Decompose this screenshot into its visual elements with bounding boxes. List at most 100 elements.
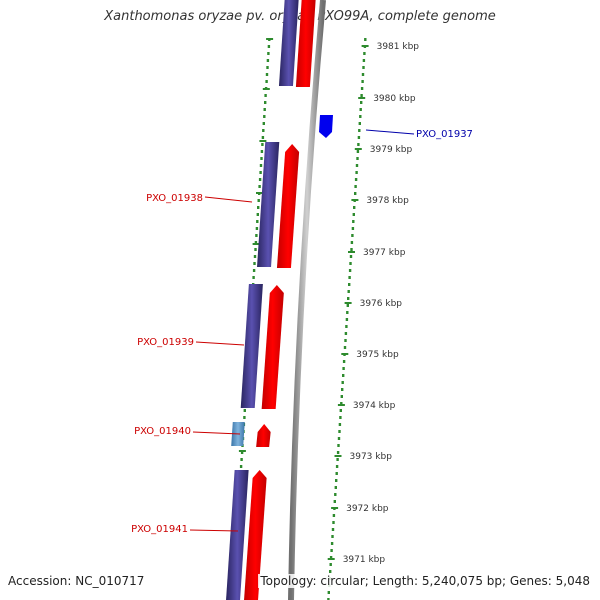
gc-dot bbox=[355, 171, 358, 174]
gene-label-connector bbox=[204, 196, 253, 203]
forward-cds-block bbox=[295, 0, 316, 87]
gc-dot bbox=[343, 346, 347, 349]
gc-dot bbox=[336, 458, 339, 461]
gene-label-connector bbox=[365, 129, 415, 135]
ruler-tick-label: 3975 kbp bbox=[356, 350, 399, 360]
ruler-tick-label: 3971 kbp bbox=[343, 555, 386, 565]
gc-dot bbox=[362, 59, 366, 62]
gc-dot bbox=[352, 213, 355, 216]
gc-dot bbox=[342, 374, 345, 377]
gene-label: PXO_01938 bbox=[146, 193, 203, 204]
ruler-tick-label: 3981 kbp bbox=[377, 42, 420, 52]
gene-label: PXO_01937 bbox=[416, 129, 473, 140]
gc-dot bbox=[354, 192, 357, 195]
gc-dot bbox=[330, 549, 333, 552]
gc-dot bbox=[260, 150, 264, 153]
gc-dot bbox=[354, 178, 358, 181]
gc-dot bbox=[360, 94, 363, 97]
gc-dash bbox=[262, 88, 270, 90]
gc-dot bbox=[327, 598, 330, 600]
gc-dot bbox=[331, 535, 334, 538]
gc-dot bbox=[356, 150, 360, 153]
gc-dot bbox=[358, 129, 361, 132]
accession-label: Accession: NC_010717 bbox=[6, 574, 147, 588]
gc-dot bbox=[358, 122, 361, 125]
forward-cds-block bbox=[276, 144, 300, 268]
ruler-tick bbox=[327, 558, 335, 560]
gc-dot bbox=[243, 409, 246, 412]
gc-dot bbox=[260, 157, 263, 160]
gc-dot bbox=[332, 521, 335, 524]
gc-dot bbox=[361, 73, 365, 76]
gc-dot bbox=[267, 45, 271, 48]
reverse-cds-block bbox=[226, 470, 249, 600]
gc-dot bbox=[355, 164, 359, 167]
gc-dot bbox=[335, 479, 338, 482]
reverse-cds-block bbox=[278, 0, 299, 86]
gc-dot bbox=[348, 276, 351, 279]
ruler-tick-label: 3976 kbp bbox=[360, 299, 403, 309]
gc-dot bbox=[335, 465, 339, 468]
gc-dot bbox=[339, 409, 342, 412]
ruler-tick bbox=[348, 251, 355, 253]
gc-dot bbox=[262, 129, 265, 132]
gc-dot bbox=[254, 248, 257, 251]
gc-dot bbox=[362, 66, 365, 69]
gc-dot bbox=[262, 122, 265, 125]
gc-dot bbox=[335, 472, 338, 475]
forward-cds-block bbox=[261, 285, 284, 409]
reverse-cds-block bbox=[240, 284, 263, 408]
gc-dot bbox=[361, 80, 364, 83]
gc-dot bbox=[350, 248, 353, 251]
gene-label-connector bbox=[192, 431, 241, 435]
gc-dot bbox=[357, 143, 360, 146]
gc-dot bbox=[337, 444, 340, 447]
gc-content-track bbox=[231, 38, 369, 600]
gc-dot bbox=[341, 388, 344, 391]
ruler-tick bbox=[334, 455, 342, 457]
topology-summary: Topology: circular; Length: 5,240,075 bp… bbox=[258, 574, 592, 588]
gc-dot bbox=[351, 227, 355, 230]
gc-dot bbox=[348, 269, 352, 272]
gc-dot bbox=[265, 73, 269, 76]
reverse-cds-block bbox=[257, 142, 280, 267]
gc-dot bbox=[340, 395, 343, 398]
gc-dot bbox=[344, 339, 347, 342]
gc-dot bbox=[345, 318, 349, 321]
gc-dot bbox=[265, 80, 268, 83]
gc-dot bbox=[336, 451, 340, 454]
gc-dot bbox=[263, 108, 266, 111]
gc-dot bbox=[348, 283, 351, 286]
ruler-tick-label: 3979 kbp bbox=[370, 145, 413, 155]
gc-dot bbox=[349, 255, 353, 258]
gc-dot bbox=[350, 241, 354, 244]
gc-dot bbox=[338, 423, 342, 426]
ruler-tick-label: 3974 kbp bbox=[353, 401, 396, 411]
ruler-tick bbox=[331, 507, 339, 509]
gc-dash bbox=[252, 243, 260, 245]
ruler-tick bbox=[341, 353, 349, 355]
gc-dot bbox=[359, 115, 362, 118]
gc-dot bbox=[330, 542, 334, 545]
gc-dot bbox=[342, 360, 346, 363]
gc-dot bbox=[346, 311, 349, 314]
map-title: Xanthomonas oryzae pv. oryzae PXO99A, co… bbox=[104, 9, 496, 24]
ruler-tick bbox=[351, 199, 359, 201]
gc-dot bbox=[334, 486, 337, 489]
gc-dot bbox=[261, 143, 264, 146]
gc-dot bbox=[253, 255, 257, 258]
gc-dot bbox=[239, 465, 243, 468]
gc-dash bbox=[256, 192, 263, 194]
gene-label: PXO_01939 bbox=[137, 337, 194, 348]
forward-cds-block bbox=[256, 424, 271, 447]
gc-dot bbox=[253, 262, 256, 265]
gc-dot bbox=[266, 59, 270, 62]
gc-dot bbox=[352, 220, 355, 223]
forward-gene-small bbox=[319, 115, 333, 138]
gc-dot bbox=[255, 227, 259, 230]
ruler-tick-label: 3978 kbp bbox=[366, 196, 409, 206]
gc-dot bbox=[329, 563, 332, 566]
gc-dot bbox=[267, 52, 270, 55]
gc-dot bbox=[258, 178, 262, 181]
ruler-tick bbox=[344, 302, 352, 304]
